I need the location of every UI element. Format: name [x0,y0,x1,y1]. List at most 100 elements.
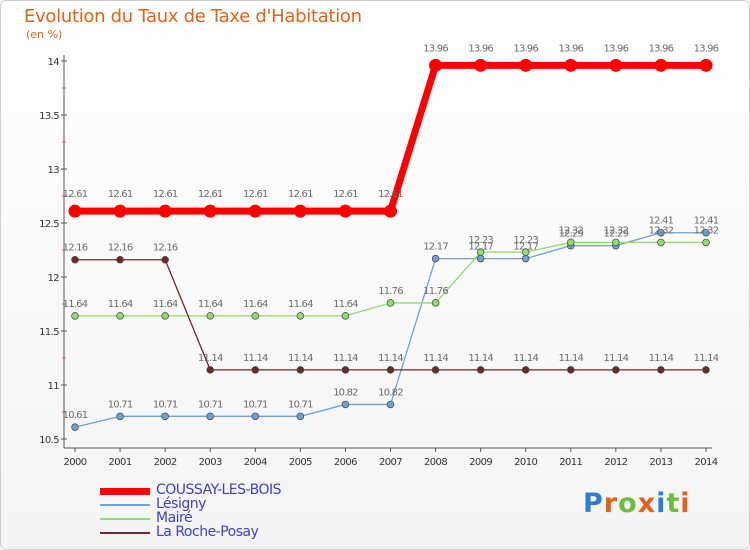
data-point [609,58,623,72]
data-point [431,366,440,374]
data-label: 11.14 [378,353,403,364]
data-point [71,423,79,431]
data-label: 10.61 [63,410,88,421]
series-coussay-les-bois: 12.61 12.61 12.61 12.61 12.61 12.61 12.61 12.61… [63,43,720,218]
data-point [612,366,620,374]
y-tick-label: 12.5 [39,219,59,230]
data-label: 13.96 [513,43,538,54]
logo-letter: i [680,488,691,519]
data-point [476,248,485,256]
legend-label: COUSSAY-LES-BOIS [156,482,282,498]
y-tick-label: 12 [47,273,59,284]
x-tick-label: 2002 [154,457,177,468]
proxiti-logo: Proxiti [583,488,691,519]
logo-letter: o [618,488,638,519]
data-point [386,299,395,307]
data-label: 13.96 [694,43,719,54]
data-label: 12.32 [558,225,583,236]
series-l-signy: 10.61 10.71 10.71 10.71 10.71 10.71 10.82 10.82… [63,216,720,431]
data-label: 12.29 [558,229,583,240]
series-la-roche-posay: 12.16 12.16 12.16 11.14 11.14 11.14 11.14 11.14… [63,243,720,374]
data-point [251,312,260,320]
data-point [386,366,395,374]
data-point [521,248,530,256]
chart-title: Evolution du Taux de Taxe d'Habitation [24,6,362,27]
data-point [206,366,214,374]
x-tick-label: 2000 [63,457,86,468]
legend-item: La Roche-Posay [100,524,360,540]
logo-letter: r [603,488,619,519]
data-label: 11.64 [333,299,358,310]
data-label: 12.23 [468,235,493,246]
data-point [116,312,124,320]
x-tick-label: 2004 [244,457,267,468]
data-label: 12.32 [694,225,719,236]
data-label: 12.32 [649,225,674,236]
data-point [386,400,395,409]
data-point [296,412,305,421]
data-point [476,254,485,263]
data-point [702,366,710,374]
x-tick-label: 2006 [334,457,357,468]
x-tick-label: 2003 [199,457,222,468]
x-tick-label: 2013 [649,457,672,468]
data-point [161,412,169,421]
data-label: 10.71 [288,399,313,410]
series-mair-: 11.64 11.64 11.64 11.64 11.64 11.64 11.64 11.76… [63,225,720,320]
data-label: 12.61 [108,189,133,200]
data-label: 11.14 [604,353,629,364]
data-label: 12.61 [198,189,223,200]
data-label: 12.29 [604,229,629,240]
data-point [384,204,397,218]
data-point [116,255,124,264]
data-point [113,204,127,218]
data-label: 11.64 [243,299,268,310]
legend-label: La Roche-Posay [156,524,259,540]
data-label: 12.41 [649,216,674,227]
x-tick-label: 2005 [289,457,312,468]
data-label: 12.16 [108,243,133,254]
data-point [161,255,169,264]
data-point [702,228,710,237]
data-label: 13.96 [604,43,629,54]
data-label: 12.41 [694,216,719,227]
data-label: 11.14 [423,353,448,364]
logo-letter: t [666,488,681,519]
data-point [431,299,440,307]
data-point [251,412,260,421]
logo-letter: i [656,488,667,519]
data-label: 11.64 [108,299,133,310]
y-tick-label: 11.5 [39,327,59,338]
chart-subtitle: (en %) [26,28,63,41]
data-label: 12.17 [513,242,538,253]
data-point [161,312,169,320]
x-tick-label: 2009 [469,457,492,468]
legend-label: Mairé [156,510,193,526]
data-point [519,58,533,72]
x-tick-label: 2010 [514,457,537,468]
x-tick-label: 2014 [694,457,717,468]
data-label: 12.16 [63,243,88,254]
data-label: 10.71 [108,399,133,410]
y-tick-label: 13 [47,165,59,176]
data-point [521,366,530,374]
legend-swatch [100,504,150,506]
legend-label: Lésigny [156,496,206,512]
legend-swatch [100,488,150,495]
data-label: 11.64 [198,299,223,310]
logo-letter: P [583,488,604,519]
data-point [521,254,530,263]
data-label: 13.96 [649,43,674,54]
data-point [341,366,350,374]
data-point [564,58,578,72]
data-point [251,366,260,374]
data-point [567,238,575,247]
data-point [71,255,79,264]
data-point [702,238,710,247]
data-label: 11.14 [198,353,223,364]
data-point [206,312,214,320]
data-label: 10.71 [153,399,178,410]
data-label: 11.14 [558,353,583,364]
data-point [476,366,485,374]
